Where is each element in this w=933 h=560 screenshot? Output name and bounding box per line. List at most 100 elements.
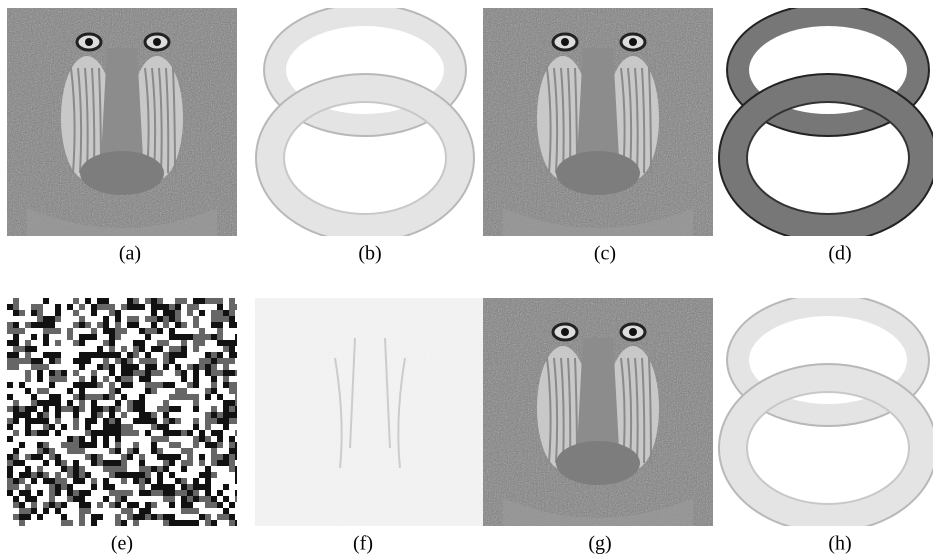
noise-cell <box>163 340 169 346</box>
noise-cell <box>13 412 19 418</box>
noise-cell <box>151 448 157 454</box>
noise-cell <box>55 394 61 400</box>
noise-cell <box>235 400 241 406</box>
noise-cell <box>103 406 109 412</box>
noise-cell <box>127 298 133 304</box>
noise-cell <box>217 514 223 520</box>
noise-cell <box>199 310 205 316</box>
noise-cell <box>79 382 85 388</box>
noise-cell <box>163 310 169 316</box>
noise-cell <box>67 406 73 412</box>
noise-cell <box>91 460 97 466</box>
noise-cell <box>7 406 13 412</box>
noise-cell <box>211 322 217 328</box>
noise-cell <box>25 388 31 394</box>
noise-cell <box>181 298 187 304</box>
noise-cell <box>31 358 37 364</box>
noise-cell <box>67 466 73 472</box>
noise-cell <box>7 340 13 346</box>
noise-cell <box>49 382 55 388</box>
noise-cell <box>229 340 235 346</box>
noise-cell <box>103 424 109 430</box>
noise-cell <box>115 310 121 316</box>
noise-cell <box>25 472 31 478</box>
noise-cell <box>97 412 103 418</box>
noise-cell <box>13 502 19 508</box>
noise-cell <box>103 466 109 472</box>
noise-cell <box>205 472 211 478</box>
noise-cell <box>157 340 163 346</box>
noise-cell <box>19 490 25 496</box>
noise-cell <box>115 316 121 322</box>
noise-cell <box>37 454 43 460</box>
noise-cell <box>67 520 73 526</box>
noise-cell <box>223 460 229 466</box>
noise-cell <box>145 382 151 388</box>
noise-cell <box>127 454 133 460</box>
noise-cell <box>163 358 169 364</box>
noise-cell <box>229 316 235 322</box>
noise-cell <box>19 346 25 352</box>
noise-cell <box>25 496 31 502</box>
noise-cell <box>103 496 109 502</box>
noise-cell <box>109 352 115 358</box>
noise-cell <box>43 478 49 484</box>
noise-cell <box>235 448 241 454</box>
noise-cell <box>7 364 13 370</box>
noise-cell <box>193 322 199 328</box>
noise-cell <box>91 394 97 400</box>
noise-cell <box>175 298 181 304</box>
noise-cell <box>151 388 157 394</box>
noise-cell <box>67 490 73 496</box>
noise-cell <box>145 514 151 520</box>
noise-cell <box>91 376 97 382</box>
noise-cell <box>229 304 235 310</box>
noise-cell <box>133 322 139 328</box>
noise-cell <box>163 316 169 322</box>
noise-cell <box>121 520 127 526</box>
noise-cell <box>103 328 109 334</box>
noise-cell <box>157 490 163 496</box>
noise-cell <box>163 466 169 472</box>
noise-cell <box>187 304 193 310</box>
noise-cell <box>175 442 181 448</box>
noise-cell <box>163 400 169 406</box>
noise-cell <box>157 316 163 322</box>
noise-cell <box>7 454 13 460</box>
pupil <box>629 328 637 336</box>
noise-cell <box>175 418 181 424</box>
muzzle <box>556 151 640 195</box>
noise-cell <box>145 298 151 304</box>
noise-cell <box>73 310 79 316</box>
noise-cell <box>205 352 211 358</box>
noise-cell <box>85 358 91 364</box>
noise-cell <box>73 298 79 304</box>
noise-cell <box>139 370 145 376</box>
noise-cell <box>139 484 145 490</box>
noise-cell <box>109 466 115 472</box>
noise-cell <box>103 316 109 322</box>
noise-cell <box>127 424 133 430</box>
noise-cell <box>175 490 181 496</box>
noise-cell <box>187 502 193 508</box>
noise-cell <box>235 304 241 310</box>
noise-cell <box>109 418 115 424</box>
noise-cell <box>61 466 67 472</box>
noise-cell <box>121 430 127 436</box>
noise-cell <box>151 514 157 520</box>
noise-cell <box>193 346 199 352</box>
noise-cell <box>79 514 85 520</box>
noise-cell <box>115 430 121 436</box>
noise-cell <box>163 430 169 436</box>
noise-cell <box>91 310 97 316</box>
noise-cell <box>43 352 49 358</box>
noise-cell <box>175 478 181 484</box>
noise-cell <box>31 334 37 340</box>
noise-cell <box>235 412 241 418</box>
noise-cell <box>7 478 13 484</box>
noise-cell <box>127 490 133 496</box>
noise-cell <box>67 496 73 502</box>
noise-cell <box>169 334 175 340</box>
noise-cell <box>91 334 97 340</box>
noise-cell <box>187 508 193 514</box>
